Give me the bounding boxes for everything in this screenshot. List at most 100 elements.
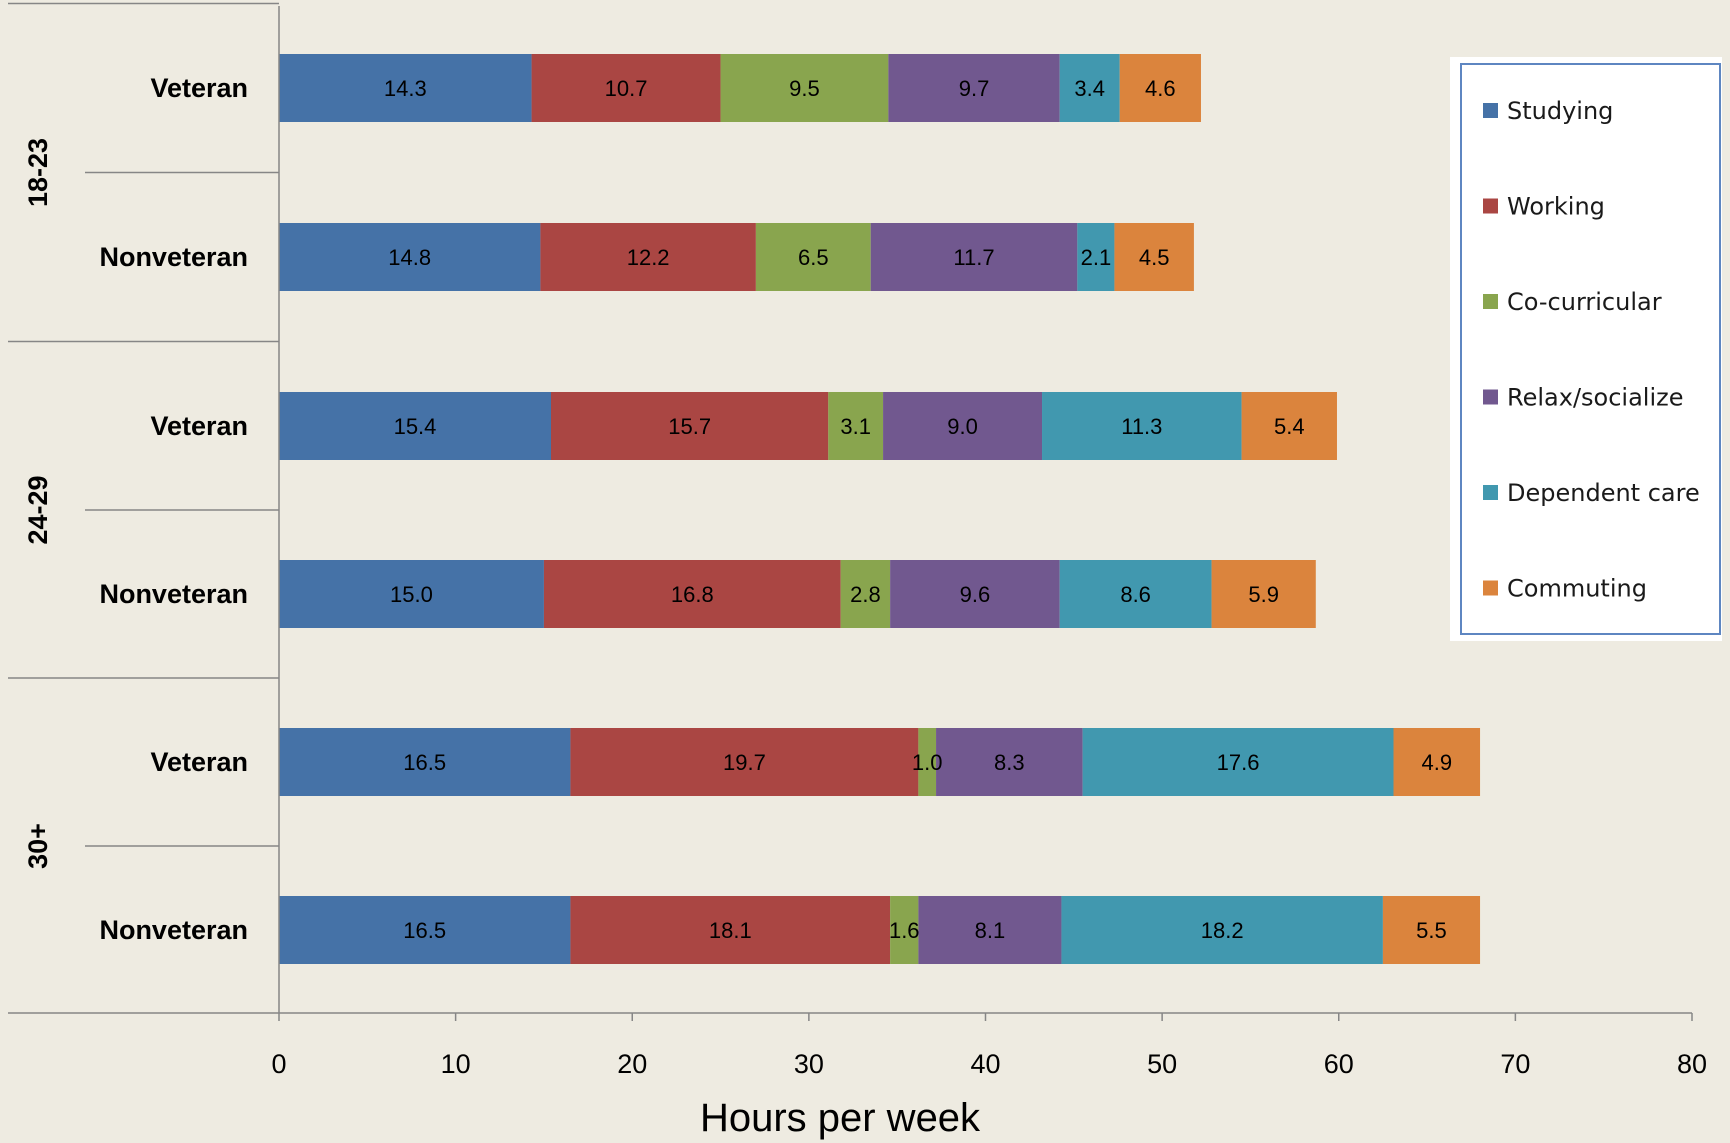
- data-label: 11.7: [953, 245, 994, 270]
- data-label: 16.5: [403, 750, 446, 775]
- bar-segment: [1061, 896, 1383, 964]
- category-label: Nonveteran: [99, 915, 248, 945]
- data-label: 5.9: [1248, 582, 1279, 607]
- x-tick-label: 60: [1324, 1049, 1354, 1079]
- data-label: 2.8: [850, 582, 881, 607]
- bar-segment: [1042, 392, 1242, 460]
- data-label: 1.0: [912, 750, 943, 775]
- x-tick-label: 30: [794, 1049, 824, 1079]
- data-label: 8.1: [975, 918, 1006, 943]
- data-label: 9.5: [789, 76, 820, 101]
- bar-segment: [1059, 54, 1120, 122]
- legend-border: [1460, 63, 1721, 635]
- data-label: 2.1: [1081, 245, 1112, 270]
- bar-segment: [755, 223, 871, 291]
- data-label: 14.3: [384, 76, 427, 101]
- bar-segment: [551, 392, 829, 460]
- data-label: 18.1: [709, 918, 752, 943]
- data-label: 4.5: [1139, 245, 1170, 270]
- bar-segment: [1059, 560, 1212, 628]
- category-label: Veteran: [150, 73, 248, 103]
- data-label: 5.4: [1274, 414, 1305, 439]
- bar-segment: [883, 392, 1043, 460]
- data-label: 15.4: [394, 414, 437, 439]
- bar-segment: [1114, 223, 1194, 291]
- data-label: 19.7: [723, 750, 766, 775]
- data-label: 11.3: [1121, 414, 1162, 439]
- data-label: 4.9: [1421, 750, 1452, 775]
- bar-segment: [890, 560, 1060, 628]
- data-label: 3.4: [1074, 76, 1105, 101]
- bar-segment: [1241, 392, 1337, 460]
- bar-segment: [890, 896, 919, 964]
- group-label: 24-29: [23, 475, 53, 544]
- data-label: 9.6: [960, 582, 991, 607]
- data-label: 17.6: [1217, 750, 1260, 775]
- group-label: 18-23: [23, 138, 53, 207]
- legend-swatch: [1483, 580, 1498, 596]
- data-label: 16.5: [403, 918, 446, 943]
- data-label: 15.0: [390, 582, 433, 607]
- bar-segment: [1082, 728, 1394, 796]
- bar-segment: [279, 728, 571, 796]
- data-label: 8.6: [1120, 582, 1151, 607]
- x-tick-label: 40: [970, 1049, 1000, 1079]
- bar-segment: [1393, 728, 1481, 796]
- labels-layer: 14.3 10.7 9.5 9.7 3.4 4.6 Veteran 14.8 12.2 6.5 11…: [23, 73, 1707, 1079]
- legend-label: Working: [1507, 193, 1605, 221]
- category-label: Veteran: [150, 747, 248, 777]
- bar-segment: [720, 54, 889, 122]
- bars-layer: [279, 54, 1481, 964]
- legend-swatch: [1483, 485, 1498, 500]
- bar-segment: [531, 54, 721, 122]
- bar-segment: [840, 560, 891, 628]
- legend-label: Relax/socialize: [1507, 384, 1683, 412]
- bar-segment: [540, 223, 756, 291]
- legend-box: [1450, 57, 1722, 641]
- legend-swatch: [1483, 198, 1498, 214]
- bar-segment: [1211, 560, 1316, 628]
- legend-swatch: [1483, 103, 1498, 118]
- bar-segment: [279, 223, 541, 291]
- data-label: 3.1: [840, 414, 871, 439]
- data-label: 10.7: [605, 76, 648, 101]
- bar-segment: [918, 728, 937, 796]
- bar-segment: [279, 54, 532, 122]
- data-label: 14.8: [388, 245, 431, 270]
- data-label: 12.2: [627, 245, 670, 270]
- bar-segment: [888, 54, 1060, 122]
- legend-swatch: [1483, 389, 1498, 405]
- bar-segment: [918, 896, 1062, 964]
- bar-segment: [870, 223, 1078, 291]
- data-label: 18.2: [1201, 918, 1244, 943]
- category-label: Nonveteran: [99, 579, 248, 609]
- bar-segment: [936, 728, 1083, 796]
- bar-segment: [279, 392, 552, 460]
- bar-segment: [1119, 54, 1201, 122]
- x-tick-label: 10: [441, 1049, 471, 1079]
- legend-label: Dependent care: [1507, 479, 1700, 507]
- data-label: 5.5: [1416, 918, 1447, 943]
- data-label: 4.6: [1145, 76, 1176, 101]
- bar-segment: [543, 560, 841, 628]
- legend-label: Commuting: [1507, 575, 1647, 603]
- bar-segment: [828, 392, 884, 460]
- data-label: 1.6: [889, 918, 920, 943]
- bar-segment: [1077, 223, 1115, 291]
- bar-segment: [1382, 896, 1481, 964]
- data-label: 8.3: [994, 750, 1025, 775]
- x-axis-title: Hours per week: [700, 1096, 981, 1140]
- x-tick-label: 20: [617, 1049, 647, 1079]
- x-tick-label: 50: [1147, 1049, 1177, 1079]
- bar-segment: [279, 896, 571, 964]
- category-label: Nonveteran: [99, 242, 248, 272]
- legend-label: Studying: [1507, 97, 1613, 125]
- bar-segment: [570, 728, 919, 796]
- x-tick-label: 80: [1677, 1049, 1707, 1079]
- axes-layer: [8, 2, 1693, 1021]
- x-tick-label: 0: [271, 1049, 286, 1079]
- data-label: 16.8: [671, 582, 714, 607]
- bar-segment: [570, 896, 891, 964]
- data-label: 15.7: [668, 414, 711, 439]
